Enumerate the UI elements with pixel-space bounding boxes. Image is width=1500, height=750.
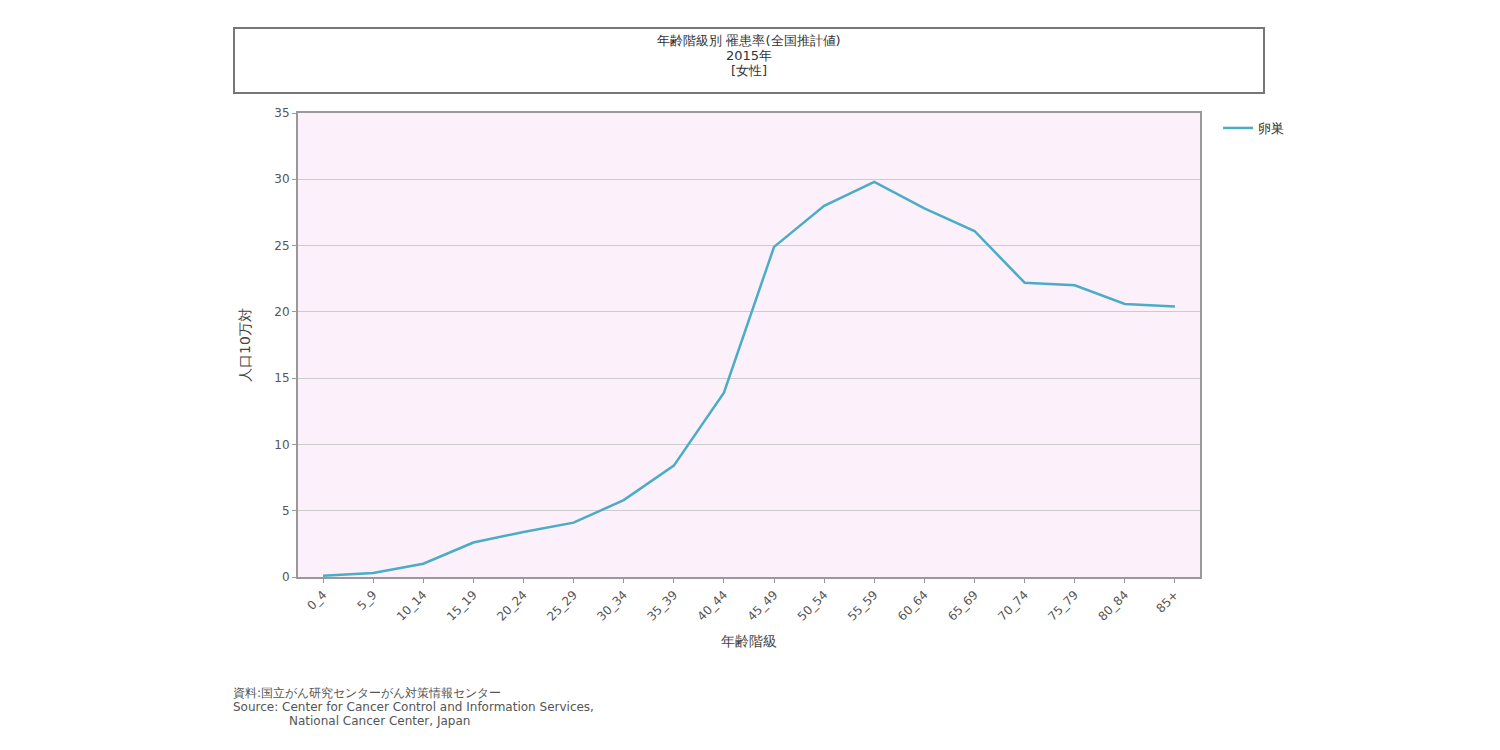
svg-text:30: 30 xyxy=(274,172,289,186)
svg-text:30_34: 30_34 xyxy=(594,588,630,624)
svg-text:40_44: 40_44 xyxy=(695,588,731,624)
svg-text:80_84: 80_84 xyxy=(1095,588,1131,624)
svg-text:25: 25 xyxy=(274,239,289,253)
svg-text:65_69: 65_69 xyxy=(945,588,981,624)
html-text:2015年: 2015年 xyxy=(726,48,772,63)
html-text:[女性]: [女性] xyxy=(730,63,768,78)
svg-text:85+: 85+ xyxy=(1153,588,1181,616)
svg-text:25_29: 25_29 xyxy=(544,588,580,624)
svg-text:35_39: 35_39 xyxy=(644,588,680,624)
html-text:資料:国立がん研究センターがん対策情報センター: 資料:国立がん研究センターがん対策情報センター xyxy=(233,686,501,700)
svg-text:60_64: 60_64 xyxy=(895,588,931,624)
svg-text:20: 20 xyxy=(274,305,289,319)
svg-text:70_74: 70_74 xyxy=(995,588,1031,624)
svg-text:人口10万対: 人口10万対 xyxy=(237,308,253,382)
svg-text:10_14: 10_14 xyxy=(394,588,430,624)
svg-text:15_19: 15_19 xyxy=(444,588,480,624)
svg-text:15: 15 xyxy=(274,371,289,385)
svg-text:75_79: 75_79 xyxy=(1045,588,1081,624)
svg-text:10: 10 xyxy=(274,438,289,452)
svg-text:50_54: 50_54 xyxy=(795,588,831,624)
svg-text:20_24: 20_24 xyxy=(494,588,530,624)
svg-text:35: 35 xyxy=(274,106,289,120)
html-text:Source: Center for Cancer Cont: Source: Center for Cancer Control and In… xyxy=(233,700,594,714)
svg-text:0_4: 0_4 xyxy=(304,588,329,613)
html-text:National Cancer Center, Japan: National Cancer Center, Japan xyxy=(289,714,471,728)
svg-text:45_49: 45_49 xyxy=(745,588,781,624)
svg-text:0: 0 xyxy=(282,570,290,584)
svg-text:5: 5 xyxy=(282,504,290,518)
svg-text:55_59: 55_59 xyxy=(845,588,881,624)
svg-text:5_9: 5_9 xyxy=(355,588,380,613)
html-text:年齢階級別 罹患率(全国推計値): 年齢階級別 罹患率(全国推計値) xyxy=(657,33,841,48)
svg-text:年齢階級: 年齢階級 xyxy=(721,633,777,649)
svg-text:卵巣: 卵巣 xyxy=(1258,121,1284,136)
